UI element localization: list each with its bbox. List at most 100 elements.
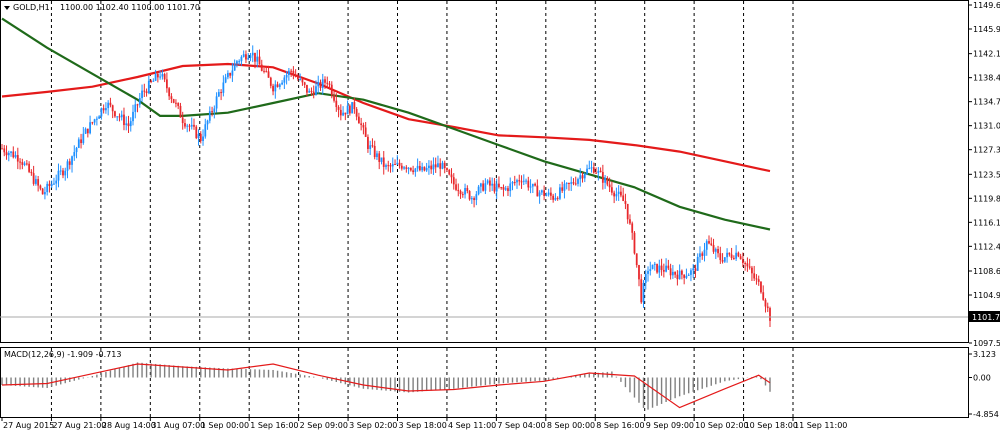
candle-body bbox=[398, 162, 401, 166]
candle-body bbox=[32, 173, 35, 184]
candle-body bbox=[748, 266, 751, 268]
candle-body bbox=[141, 90, 143, 99]
candle-body bbox=[430, 165, 433, 170]
candle-body bbox=[190, 124, 193, 127]
candle-body bbox=[193, 124, 195, 127]
candle-body bbox=[290, 70, 293, 72]
candle-body bbox=[671, 271, 674, 276]
candle-body bbox=[536, 185, 539, 197]
candle-body bbox=[586, 168, 588, 174]
candle-body bbox=[518, 180, 521, 182]
macd-signal bbox=[1, 363, 771, 409]
candle-body bbox=[100, 108, 103, 117]
candle-body bbox=[77, 139, 80, 148]
candle-body bbox=[446, 168, 448, 170]
candle-body bbox=[249, 55, 252, 58]
candle-body bbox=[608, 184, 611, 188]
candle-body bbox=[624, 200, 627, 204]
time-tick-label: 4 Sep 11:00 bbox=[448, 421, 496, 430]
candle-body bbox=[626, 203, 629, 220]
candle-body bbox=[554, 197, 557, 200]
candle-body bbox=[44, 192, 46, 195]
candle-body bbox=[726, 252, 728, 258]
moving-averages bbox=[1, 17, 771, 231]
candle-body bbox=[764, 299, 767, 307]
candle-body bbox=[382, 157, 385, 167]
candle-body bbox=[143, 90, 146, 92]
price-tick-label: 1097.50 bbox=[973, 339, 1000, 348]
candle-body bbox=[172, 99, 175, 103]
candle-body bbox=[175, 102, 177, 104]
candle-body bbox=[751, 267, 753, 274]
slow-ma-line bbox=[1, 62, 771, 173]
candle-body bbox=[656, 263, 658, 273]
fast-ma-line bbox=[1, 17, 771, 231]
candle-body bbox=[710, 243, 713, 246]
macd-pane-frame bbox=[0, 347, 969, 418]
candle-body bbox=[403, 167, 405, 169]
candle-body bbox=[315, 86, 317, 96]
candle-body bbox=[574, 183, 577, 185]
candle-body bbox=[694, 268, 697, 271]
candle-body bbox=[114, 111, 116, 117]
price-tick-label: 1149.60 bbox=[973, 1, 1000, 10]
candle-body bbox=[258, 56, 261, 65]
candle-body bbox=[127, 123, 130, 127]
candle-body bbox=[391, 164, 394, 167]
candle-body bbox=[177, 103, 180, 106]
candle-body bbox=[41, 188, 44, 195]
candle-body bbox=[222, 82, 225, 93]
candle-body bbox=[588, 167, 591, 169]
candle-body bbox=[692, 268, 695, 271]
candle-body bbox=[461, 194, 464, 196]
candle-body bbox=[674, 271, 677, 275]
candle-body bbox=[538, 192, 541, 197]
candle-body bbox=[701, 253, 704, 256]
candle-body bbox=[516, 180, 518, 183]
candle-body bbox=[213, 108, 216, 112]
price-tick-label: 1145.90 bbox=[973, 25, 1000, 34]
candle-body bbox=[466, 188, 469, 192]
candle-body bbox=[34, 179, 37, 184]
candle-body bbox=[690, 270, 692, 275]
candle-body bbox=[328, 83, 331, 85]
candle-body bbox=[389, 165, 392, 167]
candle-body bbox=[55, 180, 58, 184]
candle-body bbox=[744, 262, 747, 264]
candle-body bbox=[107, 102, 110, 109]
candle-body bbox=[217, 92, 220, 97]
candle-body bbox=[195, 126, 198, 139]
candle-body bbox=[504, 188, 507, 190]
candle-body bbox=[620, 191, 622, 196]
candle-body bbox=[703, 249, 706, 256]
candle-body bbox=[373, 145, 376, 158]
candle-body bbox=[622, 195, 625, 201]
candle-body bbox=[123, 114, 125, 126]
candle-body bbox=[434, 164, 437, 168]
candle-body bbox=[168, 88, 171, 97]
price-axis[interactable]: 1149.60 1145.90 1142.10 1138.40 1134.70 1131.… bbox=[969, 1, 1000, 348]
symbol-dropdown-icon[interactable] bbox=[4, 6, 10, 10]
candle-body bbox=[412, 170, 415, 173]
candle-body bbox=[468, 191, 471, 200]
time-tick-label: 8 Sep 00:00 bbox=[547, 421, 595, 430]
candle-body bbox=[57, 170, 60, 181]
candle-body bbox=[281, 82, 283, 85]
candle-body bbox=[572, 182, 575, 184]
candle-body bbox=[699, 253, 701, 257]
candle-body bbox=[12, 151, 15, 158]
candle-body bbox=[545, 194, 548, 196]
candle-body bbox=[48, 183, 51, 187]
candle-body bbox=[215, 96, 218, 109]
candle-body bbox=[479, 183, 482, 187]
candle-body bbox=[7, 152, 10, 156]
candle-body bbox=[39, 185, 42, 189]
candle-body bbox=[84, 128, 87, 134]
candle-body bbox=[199, 133, 202, 141]
candle-body bbox=[254, 52, 256, 62]
candle-body bbox=[242, 54, 245, 57]
candle-body bbox=[638, 265, 640, 280]
candle-body bbox=[522, 180, 525, 182]
